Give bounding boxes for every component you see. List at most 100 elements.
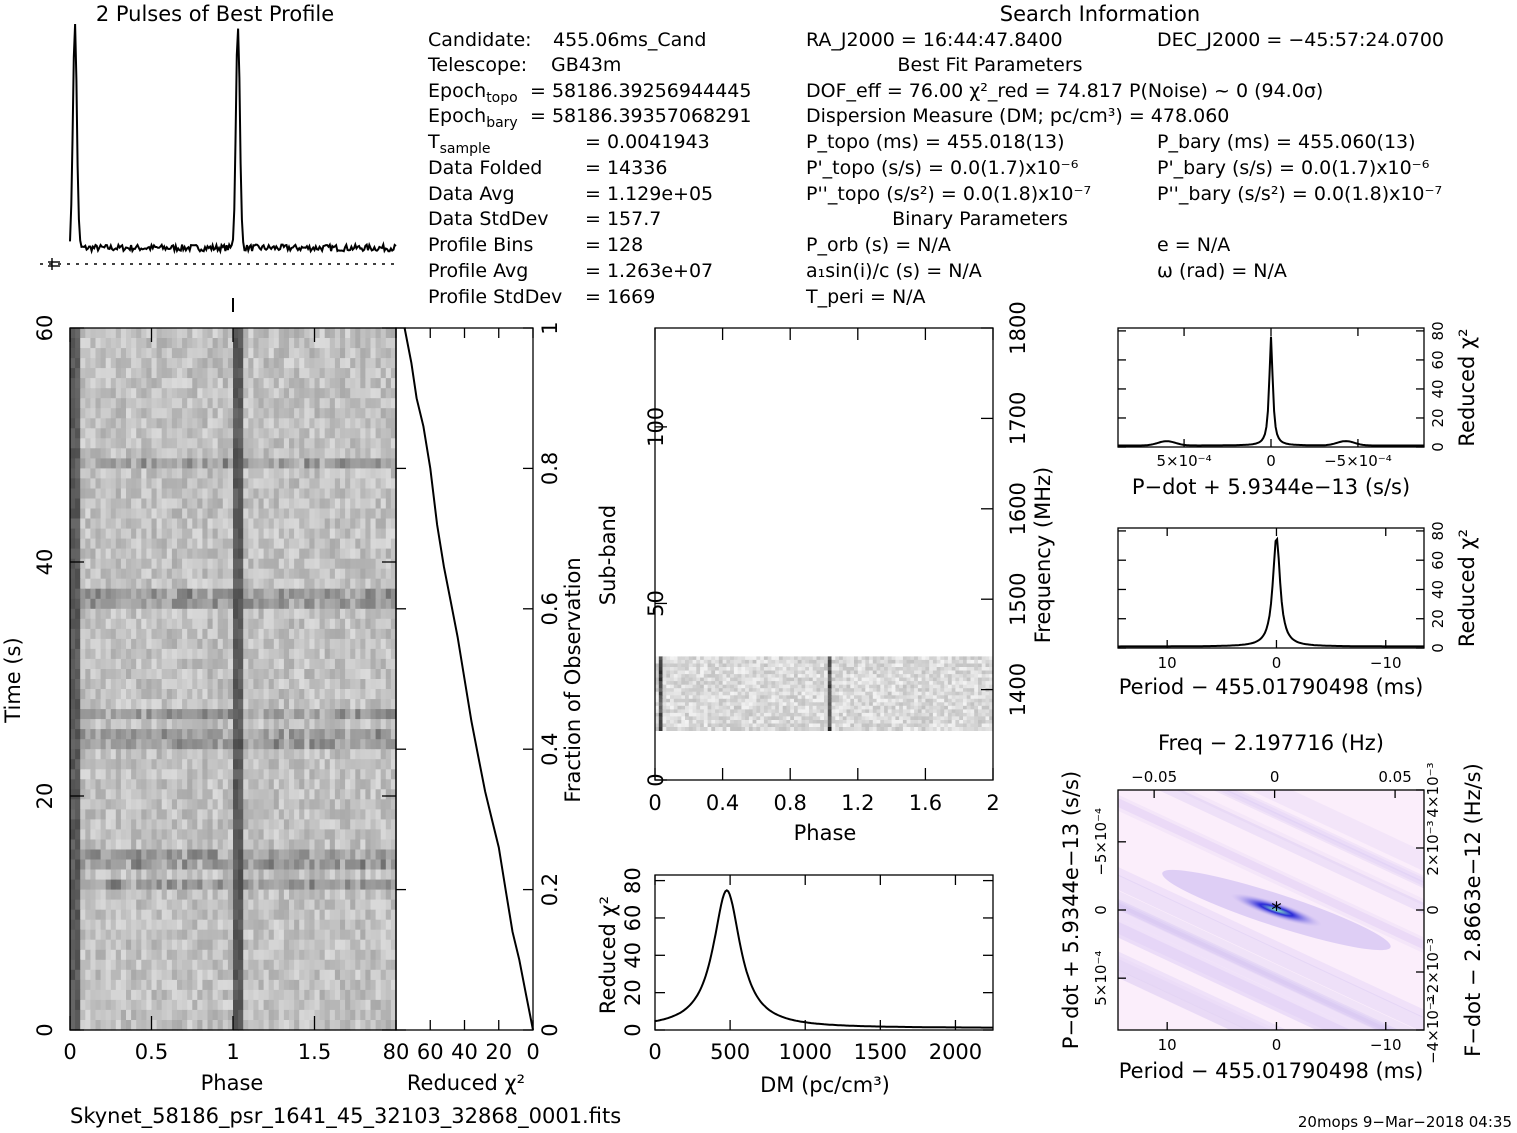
heatmap-cell <box>80 769 86 780</box>
heatmap-cell <box>192 769 198 780</box>
heatmap-cell <box>171 538 178 550</box>
heatmap-cell <box>207 578 214 590</box>
heatmap-cell <box>355 498 361 510</box>
heatmap-cell <box>110 869 117 881</box>
heatmap-cell <box>278 979 285 991</box>
heatmap-cell <box>324 989 331 1001</box>
heatmap-cell <box>207 869 214 881</box>
heatmap-cell <box>309 428 316 439</box>
heatmap-cell <box>192 839 198 851</box>
heatmap-cell <box>263 919 270 931</box>
heatmap-cell <box>380 368 387 379</box>
heatmap-cell <box>655 663 660 668</box>
heatmap-cell <box>131 588 137 600</box>
heatmap-cell <box>161 378 168 389</box>
heatmap-cell <box>340 558 346 570</box>
heatmap-cell <box>197 769 203 780</box>
heatmap-cell <box>90 578 97 590</box>
heatmap-cell <box>375 769 382 780</box>
heatmap-cell <box>385 729 392 740</box>
heatmap-cell <box>131 488 137 500</box>
heatmap-cell <box>365 889 372 901</box>
heatmap-cell <box>115 598 122 610</box>
heatmap-cell <box>177 929 183 941</box>
heatmap-cell <box>95 608 102 620</box>
heatmap-cell <box>309 929 316 941</box>
heatmap-cell <box>299 929 305 941</box>
heatmap-cell <box>182 578 188 590</box>
heatmap-cell <box>192 378 198 389</box>
heatmap-cell <box>115 979 122 991</box>
heatmap-cell <box>120 749 127 760</box>
heatmap-cell <box>304 759 310 770</box>
heatmap-cell <box>700 667 705 671</box>
heatmap-cell <box>299 989 305 1001</box>
heatmap-cell <box>345 538 351 550</box>
heatmap-cell <box>350 869 356 881</box>
heatmap-cell <box>314 518 321 530</box>
heatmap-cell <box>141 699 147 710</box>
heatmap-cell <box>171 669 178 680</box>
heatmap-cell <box>202 719 209 730</box>
heatmap-cell <box>192 1020 198 1031</box>
heatmap-cell <box>334 328 341 339</box>
heatmap-cell <box>110 859 117 871</box>
heatmap-cell <box>136 628 142 640</box>
heatmap-cell <box>217 558 224 570</box>
heatmap-cell <box>304 388 310 399</box>
heatmap-cell <box>360 879 366 891</box>
heatmap-cell <box>171 979 178 991</box>
heatmap-cell <box>70 488 76 500</box>
heatmap-cell <box>978 667 983 671</box>
heatmap-cell <box>824 667 829 671</box>
heatmap-cell <box>289 869 295 881</box>
heatmap-cell <box>110 448 117 459</box>
heatmap-cell <box>314 438 321 449</box>
heatmap-cell <box>243 969 249 981</box>
heatmap-cell <box>70 689 76 700</box>
heatmap-cell <box>197 929 203 941</box>
heatmap-cell <box>207 939 214 951</box>
heatmap-cell <box>197 498 203 510</box>
heatmap-cell <box>115 849 122 861</box>
heatmap-cell <box>253 488 260 500</box>
heatmap-cell <box>110 709 117 720</box>
heatmap-cell <box>263 648 270 660</box>
heatmap-cell <box>947 663 953 668</box>
profile-stddev-label: Profile StdDev <box>428 286 562 308</box>
heatmap-cell <box>85 578 91 590</box>
heatmap-cell <box>187 478 193 489</box>
heatmap-cell <box>90 979 97 991</box>
heatmap-cell <box>253 348 260 359</box>
heatmap-cell <box>171 468 178 479</box>
heatmap-cell <box>324 929 331 941</box>
heatmap-cell <box>329 528 336 540</box>
heatmap-cell <box>75 989 81 1001</box>
heatmap-cell <box>345 859 351 871</box>
heatmap-cell <box>70 919 76 931</box>
heatmap-cell <box>192 699 198 710</box>
heatmap-cell <box>187 628 193 640</box>
heatmap-cell <box>380 739 387 750</box>
heatmap-cell <box>227 979 234 991</box>
heatmap-cell <box>324 418 331 429</box>
heatmap-cell <box>192 558 198 570</box>
heatmap-cell <box>314 378 321 389</box>
candidate-label: Candidate: <box>428 29 532 51</box>
heatmap-cell <box>90 348 97 359</box>
heatmap-cell <box>268 889 275 901</box>
heatmap-cell <box>177 939 183 951</box>
heatmap-cell <box>763 667 769 671</box>
heatmap-cell <box>283 719 290 730</box>
heatmap-cell <box>324 819 331 830</box>
heatmap-cell <box>350 338 356 349</box>
heatmap-cell <box>334 909 341 921</box>
heatmap-cell <box>263 538 270 550</box>
heatmap-cell <box>278 849 285 861</box>
heatmap-cell <box>105 989 112 1001</box>
heatmap-cell <box>187 729 193 740</box>
heatmap-cell <box>876 663 881 668</box>
heatmap-cell <box>227 568 234 580</box>
heatmap-cell <box>115 568 122 580</box>
heatmap-cell <box>334 548 341 560</box>
